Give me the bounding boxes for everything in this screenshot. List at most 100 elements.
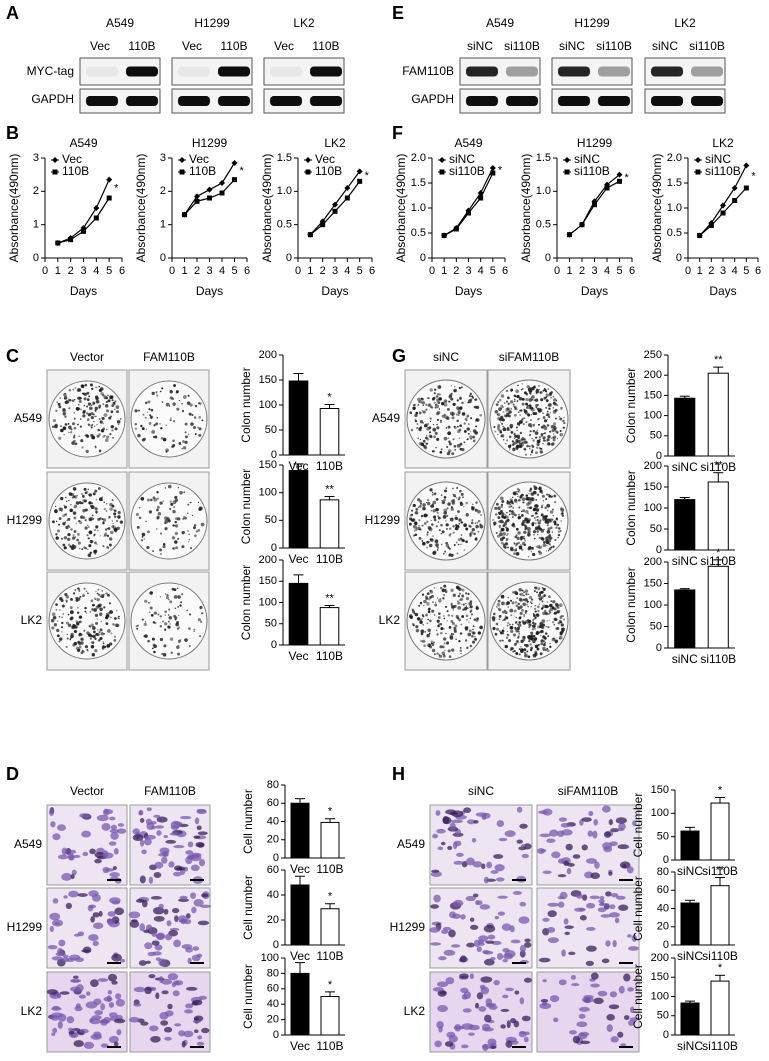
colony-dot — [456, 487, 458, 489]
colony-dot — [545, 407, 547, 409]
colony-dot — [453, 438, 455, 440]
colony-dot — [514, 610, 517, 613]
cell — [129, 911, 141, 918]
colony-dot — [100, 392, 103, 395]
cell — [573, 1036, 580, 1044]
colony-dot — [439, 408, 440, 409]
cell — [165, 840, 176, 844]
colony-dot — [544, 432, 546, 434]
cell — [579, 1014, 586, 1019]
colony-dot — [425, 409, 427, 411]
cell — [574, 908, 586, 912]
colony-dot — [427, 623, 428, 624]
colony-dot — [112, 523, 113, 524]
colony-dot — [168, 614, 170, 616]
cell — [50, 821, 55, 827]
colony-dot — [437, 597, 438, 598]
cell — [569, 1030, 577, 1034]
lane-label: si110B — [504, 39, 540, 53]
colony-dot — [511, 431, 514, 434]
colony-dot — [502, 596, 503, 597]
colony-dot — [142, 438, 145, 441]
colony-dot — [471, 522, 474, 525]
colony-dot — [94, 542, 97, 545]
colony-dot — [535, 398, 539, 402]
cell — [179, 867, 186, 871]
colony-dot — [522, 388, 524, 390]
colony-dot — [74, 625, 77, 628]
colony-dot — [178, 487, 179, 488]
colony-dot — [524, 539, 526, 541]
annotation: * — [328, 806, 333, 818]
cell — [537, 848, 545, 854]
y-tick-label: 0 — [663, 854, 669, 866]
y-tick-label: 0 — [663, 939, 669, 951]
x-tick-label: 4 — [604, 265, 610, 277]
blot-row-label: GAPDH — [31, 92, 74, 106]
colony-dot — [532, 515, 534, 517]
colony-dot — [506, 516, 509, 519]
colony-dot — [451, 385, 452, 386]
colony-dot — [70, 616, 73, 619]
colony-dot — [102, 403, 104, 405]
cell — [433, 987, 444, 992]
y-tick-label: 0 — [420, 252, 426, 264]
cell — [590, 895, 600, 899]
colony-dot — [422, 503, 426, 507]
cell — [86, 1001, 98, 1008]
y-tick-label: 100 — [644, 410, 662, 422]
colony-dot — [512, 524, 514, 526]
colony-dot — [457, 430, 461, 434]
colony-dot — [409, 523, 412, 526]
column-header: Vector — [70, 784, 104, 798]
colony-dot — [95, 407, 98, 410]
colony-dot — [538, 488, 540, 490]
blot-band — [270, 67, 302, 77]
blot-band — [598, 96, 630, 106]
colony-dot — [144, 600, 147, 603]
y-tick-label: 0.5 — [411, 227, 426, 239]
legend-marker — [439, 157, 445, 163]
colony-dot — [161, 387, 163, 389]
annotation: ** — [716, 864, 725, 876]
colony-dot — [559, 603, 563, 607]
colony-dot — [179, 491, 183, 495]
colony-dot — [522, 602, 526, 606]
panel-letter: B — [6, 123, 19, 143]
colony-dot — [521, 524, 523, 526]
colony-dot — [528, 493, 529, 494]
cell — [548, 937, 559, 943]
cell — [174, 1023, 181, 1026]
colony-dot — [459, 438, 460, 439]
colony-dot — [80, 409, 82, 411]
colony-dot — [87, 525, 88, 526]
colony-dot — [444, 650, 445, 651]
cell — [197, 826, 202, 831]
colony-dot — [104, 413, 108, 417]
colony-dot — [461, 595, 464, 598]
colony-dot — [501, 601, 505, 605]
colony-dot — [107, 395, 109, 397]
cell — [109, 1002, 114, 1008]
cell — [109, 841, 117, 845]
colony-dot — [552, 531, 554, 533]
colony-dot — [177, 653, 180, 656]
y-tick-label: 2.0 — [411, 152, 426, 164]
colony-dot — [429, 434, 432, 437]
cell — [195, 842, 204, 847]
colony-dot — [179, 400, 180, 401]
x-tick-label: 2 — [708, 265, 714, 277]
colony-dot — [95, 591, 96, 592]
colony-dot — [535, 499, 537, 501]
colony-dot — [136, 513, 139, 516]
colony-dot — [558, 527, 560, 529]
colony-dot — [539, 632, 540, 633]
cell — [592, 831, 597, 839]
colony-dot — [465, 626, 467, 628]
colony-dot — [156, 509, 159, 512]
colony-dot — [505, 542, 508, 545]
cell — [557, 831, 565, 837]
colony-dot — [563, 618, 565, 620]
colony-dot — [518, 633, 520, 635]
cell — [185, 948, 193, 953]
